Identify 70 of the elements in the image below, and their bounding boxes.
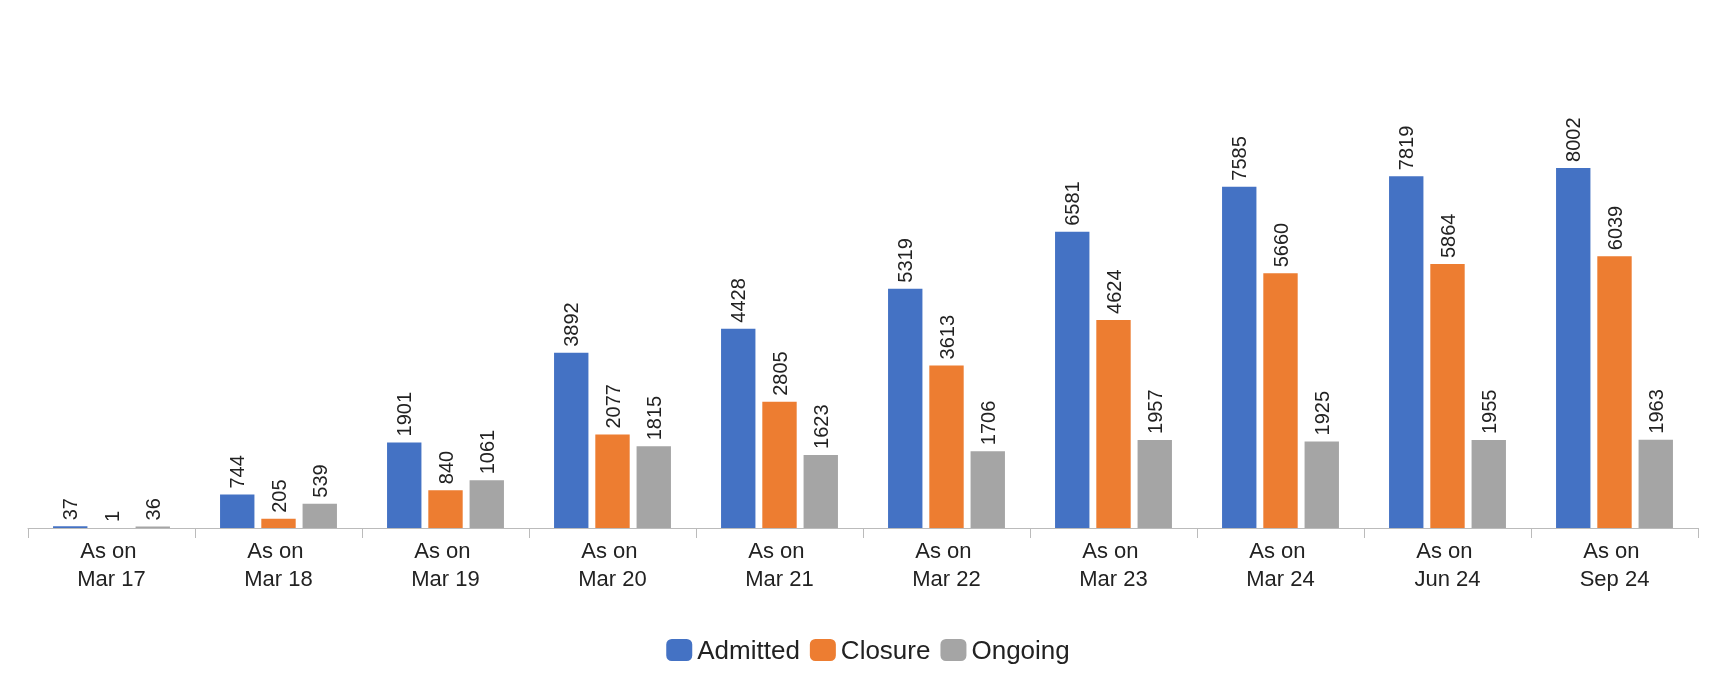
bar [469,480,504,528]
x-tick-label: As on Mar 24 [1246,537,1315,591]
bar [1055,231,1090,528]
data-label: 37 [59,498,82,521]
data-label: 5660 [1269,222,1292,268]
data-label: 8002 [1562,117,1585,162]
bar [1222,186,1257,528]
data-label: 1 [100,510,123,522]
bar [1556,167,1591,528]
data-label: 5319 [894,238,917,283]
x-tick-label: As on Mar 20 [578,537,647,591]
data-label: 7585 [1228,136,1251,181]
x-tick-label: As on Mar 18 [244,537,313,591]
data-label: 6581 [1061,181,1084,226]
bar [261,518,296,528]
data-label: 36 [141,498,164,521]
data-label: 1957 [1143,389,1166,434]
data-label: 7819 [1395,125,1418,171]
bar [554,352,589,528]
data-label: 3892 [560,302,583,347]
data-label: 205 [267,479,290,513]
legend-label: Closure [840,635,931,665]
data-label: 4428 [727,278,750,323]
bar [1137,439,1172,528]
data-label: 1955 [1477,389,1500,435]
bar [803,454,838,528]
bar [428,490,463,528]
x-tick-label: As on Mar 17 [77,537,146,591]
bar [1597,256,1632,528]
x-tick-label: As on Mar 23 [1079,537,1148,591]
data-label: 1815 [642,395,665,441]
x-tick-label: As on Sep 24 [1579,537,1650,591]
bar [888,288,923,528]
bar [220,494,255,528]
data-label: 1706 [976,400,999,446]
bar [1096,319,1131,528]
data-label: 6039 [1603,205,1626,251]
bar [595,434,630,528]
data-label: 1901 [393,391,416,437]
bar [636,446,671,528]
bar [1389,176,1424,528]
bar [929,365,964,528]
legend-label: Ongoing [971,635,1070,665]
data-label: 1623 [809,404,832,449]
bar [1304,441,1339,528]
data-label: 840 [434,450,457,485]
bar [387,442,422,528]
data-label: 1963 [1644,389,1667,434]
legend-label: Admitted [697,635,800,665]
data-label: 3613 [935,314,958,360]
data-label: 744 [226,455,249,489]
bar [1263,273,1298,528]
data-label: 1061 [475,429,498,475]
data-label: 539 [308,464,331,498]
bar [1430,264,1465,528]
bar [1638,439,1673,528]
data-label: 5864 [1436,213,1459,259]
bar [970,451,1005,528]
bar [1471,440,1506,528]
x-tick-label: As on Mar 21 [745,537,814,591]
bar [302,503,337,528]
bar [721,328,756,528]
x-tick-label: As on Mar 22 [912,537,981,591]
data-label: 2077 [601,384,624,429]
x-tick-label: As on Jun 24 [1414,537,1481,591]
data-label: 1925 [1310,390,1333,436]
data-label: 4624 [1102,269,1125,314]
data-label: 2805 [768,351,791,396]
x-tick-label: As on Mar 19 [411,537,480,591]
bar [762,401,797,528]
